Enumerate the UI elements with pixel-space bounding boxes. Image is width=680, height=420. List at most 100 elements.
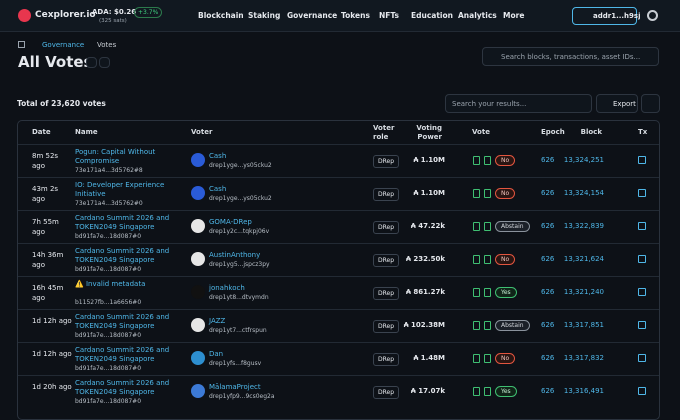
block[interactable]: 13,321,240 <box>563 288 604 296</box>
table-settings[interactable] <box>641 94 660 113</box>
voter-name[interactable]: MālamaProject <box>209 383 261 391</box>
doc-icon[interactable] <box>484 255 491 264</box>
drep-id[interactable]: drep1y2c...tqkpj06v <box>209 228 270 235</box>
doc-icon[interactable] <box>473 189 480 198</box>
nav-item[interactable]: NFTs <box>379 11 399 20</box>
tx-hash[interactable]: bd91fa7e...18d087#0 <box>75 398 142 405</box>
tx-link[interactable] <box>638 222 646 230</box>
nav-item[interactable]: Analytics <box>458 11 497 20</box>
doc-icon[interactable] <box>484 288 491 297</box>
drep-id[interactable]: drep1yfs...f8gusv <box>209 360 262 367</box>
tx-link[interactable] <box>638 255 646 263</box>
drep-id[interactable]: drep1yfp9...9cs0eg2a <box>209 393 275 400</box>
export-button[interactable]: Export <box>596 94 638 113</box>
doc-icon[interactable] <box>473 288 480 297</box>
epoch[interactable]: 626 <box>541 387 555 395</box>
epoch[interactable]: 626 <box>541 189 555 197</box>
voter-name[interactable]: Cash <box>209 152 227 160</box>
block[interactable]: 13,322,839 <box>563 222 604 230</box>
drep-id[interactable]: drep1yt8...dtvymdn <box>209 294 269 301</box>
drep-id[interactable]: drep1yge...ys05cku2 <box>209 195 272 202</box>
doc-icon[interactable] <box>484 387 491 396</box>
block[interactable]: 13,316,491 <box>563 387 604 395</box>
drep-id[interactable]: drep1yg5...jspcz3py <box>209 261 270 268</box>
epoch[interactable]: 626 <box>541 354 555 362</box>
epoch[interactable]: 626 <box>541 255 555 263</box>
tx-hash[interactable]: 73e171a4...3d5762#0 <box>75 200 143 207</box>
doc-icon[interactable] <box>484 222 491 231</box>
table-row: 7h 55m ago Cardano Summit 2026 and TOKEN2… <box>18 210 659 243</box>
tx-link[interactable] <box>638 156 646 164</box>
proposal-name[interactable]: Cardano Summit 2026 and TOKEN2049 Singap… <box>75 214 170 231</box>
doc-icon[interactable] <box>484 354 491 363</box>
breadcrumb-link[interactable]: Governance <box>42 41 85 49</box>
block[interactable]: 13,321,624 <box>563 255 604 263</box>
nav-item[interactable]: Governance <box>287 11 338 20</box>
voter-name[interactable]: JAZZ <box>209 317 226 325</box>
proposal-name[interactable]: Pogun: Capital Without Compromise <box>75 148 156 165</box>
home-icon[interactable] <box>18 41 25 48</box>
global-search[interactable]: Search blocks, transactions, asset IDs..… <box>482 47 659 66</box>
logo-icon[interactable] <box>18 9 31 22</box>
tx-hash[interactable]: bd91fa7e...18d087#0 <box>75 365 142 372</box>
tx-link[interactable] <box>638 189 646 197</box>
settings-icon[interactable] <box>647 10 658 21</box>
voter-name[interactable]: Dan <box>209 350 224 358</box>
doc-icon[interactable] <box>484 189 491 198</box>
tx-link[interactable] <box>638 321 646 329</box>
epoch[interactable]: 626 <box>541 156 555 164</box>
column-header: Tx <box>638 128 648 136</box>
epoch[interactable]: 626 <box>541 321 555 329</box>
tx-link[interactable] <box>638 354 646 362</box>
doc-icon[interactable] <box>484 321 491 330</box>
epoch[interactable]: 626 <box>541 288 555 296</box>
nav-item[interactable]: Tokens <box>341 11 370 20</box>
table-row: 1d 12h ago Cardano Summit 2026 and TOKEN2… <box>18 309 659 342</box>
doc-icon[interactable] <box>484 156 491 165</box>
voter-role: DRep <box>373 320 400 333</box>
proposal-name[interactable]: IO: Developer Experience Initiative <box>75 181 165 198</box>
doc-icon[interactable] <box>473 354 480 363</box>
block[interactable]: 13,317,851 <box>563 321 604 329</box>
doc-icon[interactable] <box>473 387 480 396</box>
voter-name[interactable]: Cash <box>209 185 227 193</box>
column-header: Epoch <box>541 128 565 136</box>
vote: Abstain <box>495 221 530 232</box>
nav-item[interactable]: More <box>503 11 525 20</box>
voter-name[interactable]: GOMA-DRep <box>209 218 252 226</box>
block[interactable]: 13,324,251 <box>563 156 604 164</box>
share-button[interactable] <box>86 57 97 68</box>
voter-name[interactable]: AustinAnthony <box>209 251 261 259</box>
doc-icon[interactable] <box>473 255 480 264</box>
tx-hash[interactable]: b11527fb...1a6656#0 <box>75 299 142 306</box>
results-search[interactable]: Search your results... <box>445 94 592 113</box>
voter-name[interactable]: jonahkoch <box>209 284 245 292</box>
nav-item[interactable]: Blockchain <box>198 11 244 20</box>
drep-id[interactable]: drep1yt7...ctfrspun <box>209 327 267 334</box>
nav-item[interactable]: Education <box>411 11 453 20</box>
price: ADA: $0.26 <box>92 8 137 16</box>
block[interactable]: 13,317,832 <box>563 354 604 362</box>
tx-link[interactable] <box>638 387 646 395</box>
block[interactable]: 13,324,154 <box>563 189 604 197</box>
tx-hash[interactable]: 73e171a4...3d5762#8 <box>75 167 143 174</box>
tx-hash[interactable]: bd91fa7e...18d087#0 <box>75 332 142 339</box>
tx-hash[interactable]: bd91fa7e...18d087#0 <box>75 266 142 273</box>
proposal-name[interactable]: Cardano Summit 2026 and TOKEN2049 Singap… <box>75 247 170 264</box>
tx-link[interactable] <box>638 288 646 296</box>
doc-icon[interactable] <box>473 321 480 330</box>
doc-icon[interactable] <box>473 222 480 231</box>
drep-id[interactable]: drep1yge...ys05cku2 <box>209 162 272 169</box>
bookmark-button[interactable] <box>99 57 110 68</box>
doc-icon[interactable] <box>473 156 480 165</box>
proposal-name[interactable]: Cardano Summit 2026 and TOKEN2049 Singap… <box>75 313 170 330</box>
nav-item[interactable]: Staking <box>248 11 281 20</box>
logo[interactable]: Cexplorer.io <box>35 10 96 20</box>
epoch[interactable]: 626 <box>541 222 555 230</box>
vote: Yes <box>495 386 517 397</box>
proposal-name[interactable]: Cardano Summit 2026 and TOKEN2049 Singap… <box>75 346 170 363</box>
tx-hash[interactable]: bd91fa7e...18d087#0 <box>75 233 142 240</box>
proposal-name[interactable]: ⚠️ Invalid metadata <box>75 280 146 288</box>
proposal-name[interactable]: Cardano Summit 2026 and TOKEN2049 Singap… <box>75 379 170 396</box>
wallet-button[interactable]: addr1...h9sj <box>572 7 640 25</box>
